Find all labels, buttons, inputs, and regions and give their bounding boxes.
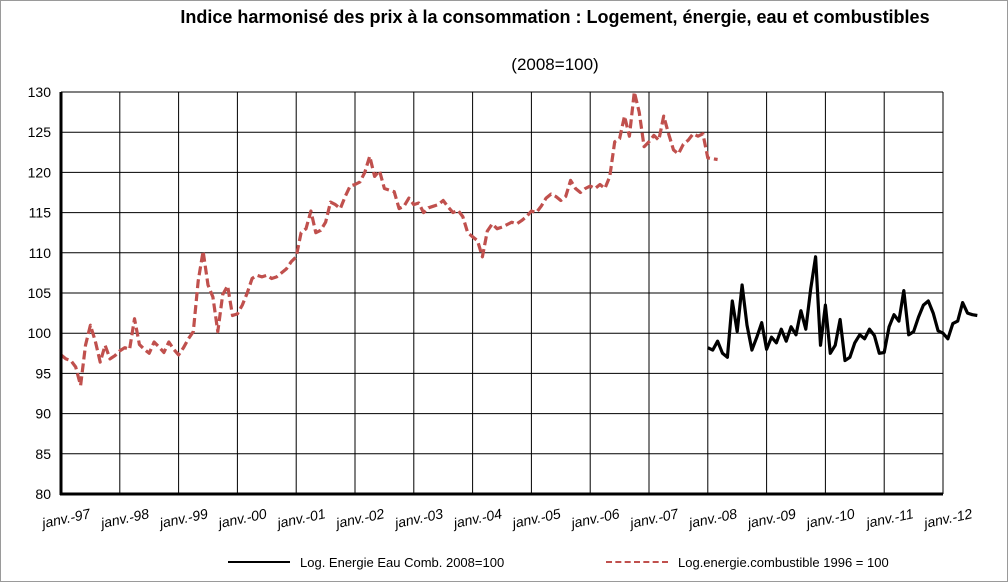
chart-title: Indice harmonisé des prix à la consommat… [180,7,930,27]
x-tick-label: janv.-00 [215,505,268,531]
x-tick-labels: janv.-97 janv.-98 janv.-99 janv.-00 janv.-01… [39,505,974,531]
x-tick-label: janv.-97 [39,505,93,531]
y-tick-labels: 80 85 90 95 100 105 110 115 120 125 130 [28,84,52,502]
x-tick-label: janv.-01 [274,505,327,531]
x-tick-label: janv.-05 [509,505,562,531]
series-line-2 [59,90,718,388]
x-tick-label: janv.-04 [450,505,503,531]
series-line-1 [707,255,978,363]
y-tick-label: 95 [35,365,51,381]
x-tick-label: janv.-99 [156,505,209,531]
y-tick-label: 130 [28,84,52,100]
chart-subtitle: (2008=100) [511,55,599,74]
legend-swatch-dashed [606,561,668,563]
legend-entry-2: Log.energie.combustible 1996 = 100 [606,553,889,571]
y-tick-label: 125 [28,124,52,140]
x-tick-label: janv.-02 [333,505,386,531]
axes [59,92,943,496]
x-tick-label: janv.-98 [97,505,150,531]
y-tick-label: 80 [35,486,51,502]
legend-label-2: Log.energie.combustible 1996 = 100 [678,554,889,570]
series-layer [59,90,978,388]
legend-label-1: Log. Energie Eau Comb. 2008=100 [300,554,505,570]
y-tick-label: 120 [28,164,52,180]
y-tick-label: 110 [29,245,52,261]
y-tick-label: 85 [35,446,51,462]
y-tick-label: 90 [35,406,51,422]
x-tick-label: janv.-07 [627,505,681,531]
x-tick-label: janv.-12 [921,505,974,531]
y-tick-label: 105 [28,285,52,301]
x-tick-label: janv.-09 [744,505,797,531]
y-tick-label: 100 [28,325,52,341]
x-tick-label: janv.-06 [568,505,621,531]
y-tick-label: 115 [29,205,52,221]
x-tick-label: janv.-08 [685,505,738,531]
legend-swatch-solid [228,561,290,563]
x-tick-label: janv.-10 [803,505,856,531]
legend-entry-1: Log. Energie Eau Comb. 2008=100 [228,553,504,571]
x-tick-label: janv.-03 [391,505,444,531]
x-tick-label: janv.-11 [863,505,915,531]
